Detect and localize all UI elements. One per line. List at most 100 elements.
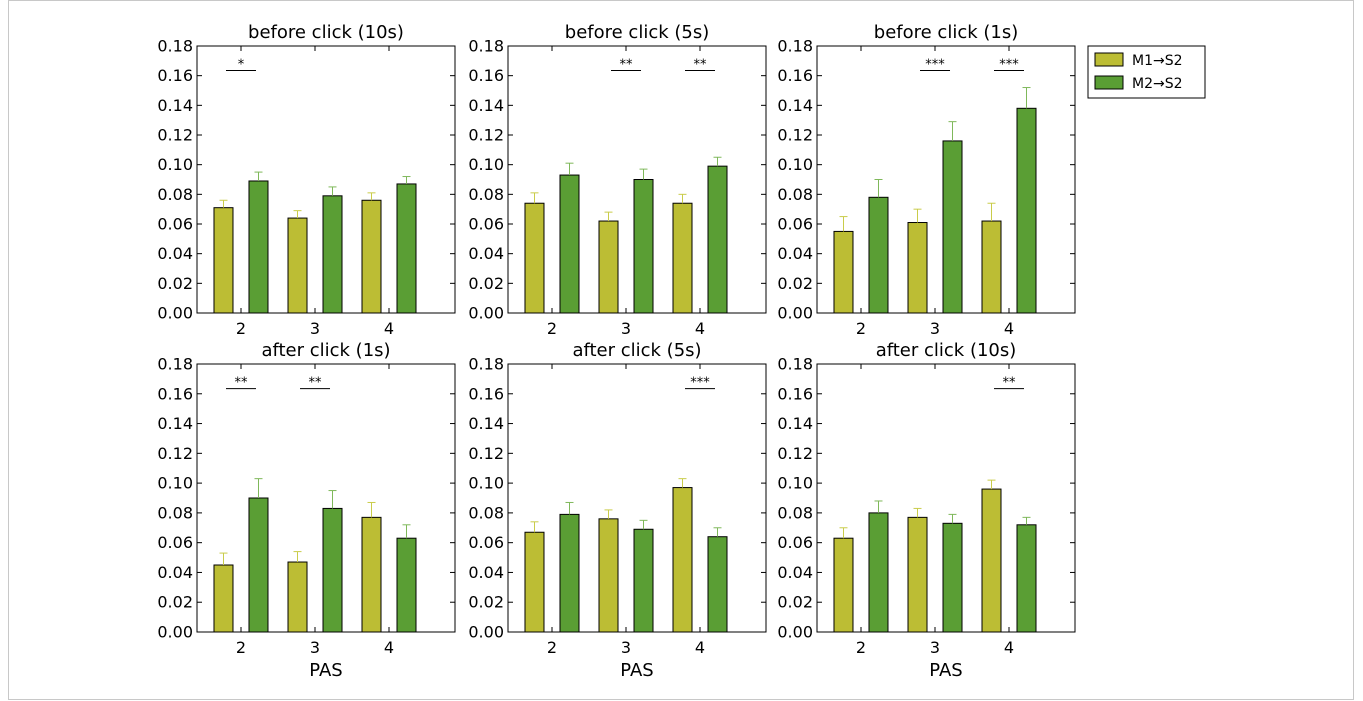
y-tick-label: 0.00: [468, 623, 504, 642]
y-tick-label: 0.12: [468, 444, 504, 463]
y-tick-label: 0.14: [777, 414, 813, 433]
y-tick-label: 0.10: [157, 474, 193, 493]
y-tick-label: 0.00: [468, 304, 504, 323]
chart-panel-3: before click (1s) 0.00 0.02 0.04 0.06 0.08 0.1…: [777, 22, 1076, 338]
panel-title: before click (10s): [248, 22, 404, 43]
bar-m1: [524, 531, 545, 633]
bar-m1: [524, 202, 545, 314]
chart-panel-4: after click (1s) 0.00 0.02 0.04 0.06 0.08 0.10…: [157, 340, 456, 681]
y-tick-label: 0.00: [157, 304, 193, 323]
significance-label: **: [1003, 376, 1017, 391]
bar-m2: [942, 140, 963, 314]
bar-m2: [396, 537, 417, 633]
bar-m1: [981, 220, 1002, 314]
plot-frame: [196, 45, 456, 314]
bar-m1: [287, 217, 308, 314]
y-tick-label: 0.06: [777, 533, 813, 552]
y-tick-label: 0.14: [468, 414, 504, 433]
y-tick-label: 0.02: [468, 274, 504, 293]
bar-m2: [559, 513, 580, 633]
y-tick-label: 0.18: [468, 355, 504, 374]
y-tick-label: 0.16: [157, 384, 193, 403]
x-tick-label: 4: [384, 638, 394, 657]
x-tick-label: 2: [547, 319, 557, 338]
panel-title: before click (5s): [565, 22, 709, 43]
significance-label: **: [234, 376, 248, 391]
y-tick-label: 0.12: [157, 126, 193, 145]
bar-m2: [248, 180, 269, 314]
bar-m2: [322, 195, 343, 314]
x-tick-label: 4: [384, 319, 394, 338]
x-tick-label: 4: [695, 319, 705, 338]
plot-frame: [507, 45, 767, 314]
y-tick-label: 0.14: [157, 96, 193, 115]
bar-m1: [213, 207, 234, 314]
bar-m2: [868, 512, 889, 633]
y-tick-label: 0.14: [157, 414, 193, 433]
x-axis-label: PAS: [309, 660, 342, 681]
bar-m1: [598, 518, 619, 633]
bar-m1: [907, 516, 928, 633]
x-tick-label: 3: [310, 638, 320, 657]
y-tick-label: 0.06: [468, 215, 504, 234]
bar-m1: [833, 230, 854, 314]
y-tick-label: 0.04: [777, 563, 813, 582]
y-tick-label: 0.10: [468, 155, 504, 174]
bar-m1: [361, 199, 382, 314]
y-tick-label: 0.14: [468, 96, 504, 115]
plot-frame: [816, 45, 1076, 314]
panel-title: after click (10s): [876, 340, 1017, 361]
bar-m2: [559, 174, 580, 314]
plot-frame: [196, 363, 456, 633]
x-tick-label: 2: [236, 319, 246, 338]
y-tick-label: 0.16: [468, 66, 504, 85]
y-tick-label: 0.02: [777, 274, 813, 293]
y-tick-label: 0.06: [468, 533, 504, 552]
y-tick-label: 0.10: [468, 474, 504, 493]
x-tick-label: 3: [621, 638, 631, 657]
bar-m2: [707, 536, 728, 633]
y-tick-label: 0.08: [777, 185, 813, 204]
chart-panel-6: after click (10s) 0.00 0.02 0.04 0.06 0.08 0.1…: [777, 340, 1076, 681]
y-tick-label: 0.08: [157, 185, 193, 204]
x-tick-label: 3: [930, 319, 940, 338]
y-tick-label: 0.08: [468, 503, 504, 522]
y-tick-label: 0.02: [157, 593, 193, 612]
y-tick-label: 0.06: [157, 533, 193, 552]
y-tick-label: 0.00: [157, 623, 193, 642]
x-tick-label: 3: [310, 319, 320, 338]
y-tick-label: 0.16: [777, 384, 813, 403]
legend-swatch: [1094, 52, 1124, 67]
figure-frame: [8, 0, 1354, 700]
bar-m1: [981, 488, 1002, 633]
legend: M1→S2 M2→S2: [1087, 45, 1206, 99]
bar-m2: [633, 528, 654, 633]
y-tick-label: 0.18: [157, 355, 193, 374]
significance-label: *: [238, 57, 245, 72]
x-tick-label: 2: [856, 638, 866, 657]
y-tick-label: 0.02: [777, 593, 813, 612]
bar-m1: [287, 561, 308, 633]
bar-m2: [633, 179, 654, 314]
bar-m2: [1016, 107, 1037, 314]
y-tick-label: 0.04: [777, 244, 813, 263]
bar-m2: [1016, 524, 1037, 633]
y-tick-label: 0.00: [777, 623, 813, 642]
y-tick-label: 0.18: [468, 37, 504, 56]
y-tick-label: 0.08: [157, 503, 193, 522]
y-tick-label: 0.12: [777, 444, 813, 463]
plot-frame: [507, 363, 767, 633]
significance-label: **: [694, 57, 708, 72]
x-tick-label: 4: [1004, 319, 1014, 338]
y-tick-label: 0.10: [777, 155, 813, 174]
x-tick-label: 3: [621, 319, 631, 338]
legend-label: M1→S2: [1132, 53, 1183, 69]
y-tick-label: 0.12: [157, 444, 193, 463]
chart-panel-2: before click (5s) 0.00 0.02 0.04 0.06 0.08 0.1…: [468, 22, 767, 338]
y-tick-label: 0.04: [468, 244, 504, 263]
panel-title: before click (1s): [874, 22, 1018, 43]
y-tick-label: 0.00: [777, 304, 813, 323]
bar-m1: [672, 202, 693, 314]
bar-m2: [868, 196, 889, 314]
bar-m1: [907, 222, 928, 314]
